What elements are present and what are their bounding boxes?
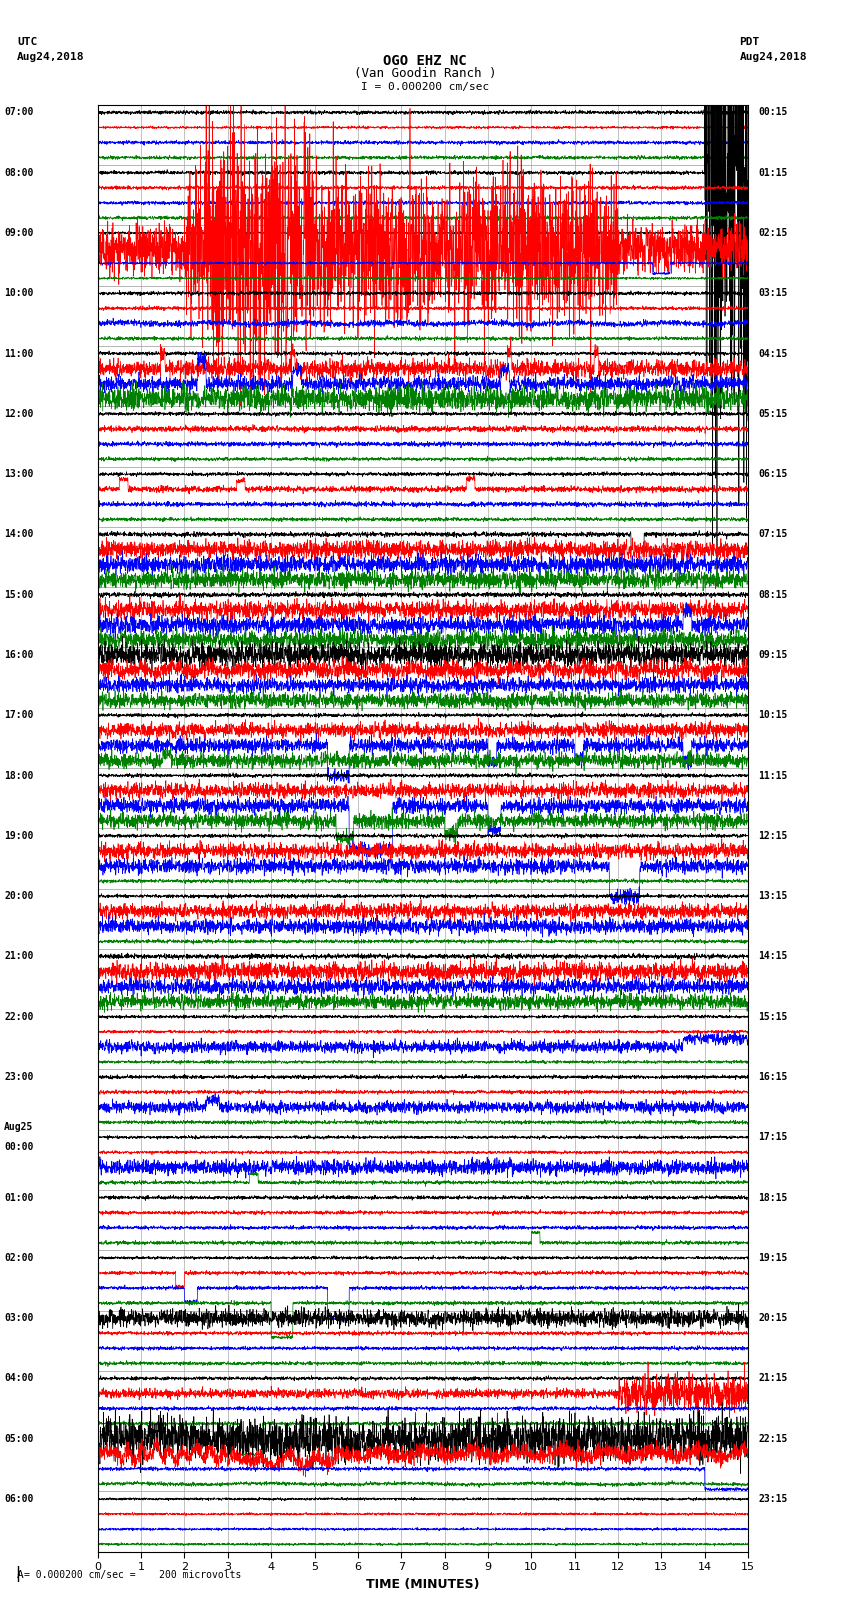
Text: 20:15: 20:15: [758, 1313, 788, 1323]
Text: 00:15: 00:15: [758, 108, 788, 118]
Text: 12:00: 12:00: [4, 408, 34, 419]
Text: PDT: PDT: [740, 37, 760, 47]
Text: A: A: [17, 1569, 24, 1579]
Text: 23:00: 23:00: [4, 1073, 34, 1082]
Text: Aug25: Aug25: [4, 1123, 34, 1132]
Text: 18:15: 18:15: [758, 1192, 788, 1203]
Text: 06:15: 06:15: [758, 469, 788, 479]
Text: 20:00: 20:00: [4, 890, 34, 902]
Text: 14:00: 14:00: [4, 529, 34, 539]
Text: 01:15: 01:15: [758, 168, 788, 177]
Text: Aug24,2018: Aug24,2018: [17, 52, 84, 61]
Text: 18:00: 18:00: [4, 771, 34, 781]
Text: 08:15: 08:15: [758, 590, 788, 600]
Text: 12:15: 12:15: [758, 831, 788, 840]
Text: 04:00: 04:00: [4, 1373, 34, 1384]
Text: 14:15: 14:15: [758, 952, 788, 961]
Text: Aug24,2018: Aug24,2018: [740, 52, 807, 61]
Text: 17:15: 17:15: [758, 1132, 788, 1142]
Text: 13:15: 13:15: [758, 890, 788, 902]
Text: 00:00: 00:00: [4, 1142, 34, 1152]
Text: 04:15: 04:15: [758, 348, 788, 358]
Text: 09:00: 09:00: [4, 227, 34, 239]
Text: 22:00: 22:00: [4, 1011, 34, 1021]
Text: 17:00: 17:00: [4, 710, 34, 721]
Text: 03:15: 03:15: [758, 289, 788, 298]
Text: 05:00: 05:00: [4, 1434, 34, 1444]
Text: 01:00: 01:00: [4, 1192, 34, 1203]
Text: 07:15: 07:15: [758, 529, 788, 539]
Text: 02:00: 02:00: [4, 1253, 34, 1263]
Text: 07:00: 07:00: [4, 108, 34, 118]
X-axis label: TIME (MINUTES): TIME (MINUTES): [366, 1578, 479, 1590]
Text: = 0.000200 cm/sec =    200 microvolts: = 0.000200 cm/sec = 200 microvolts: [24, 1569, 241, 1579]
Text: UTC: UTC: [17, 37, 37, 47]
Text: I = 0.000200 cm/sec: I = 0.000200 cm/sec: [361, 82, 489, 92]
Text: 09:15: 09:15: [758, 650, 788, 660]
Text: 22:15: 22:15: [758, 1434, 788, 1444]
Text: 10:00: 10:00: [4, 289, 34, 298]
Text: 21:15: 21:15: [758, 1373, 788, 1384]
Text: 10:15: 10:15: [758, 710, 788, 721]
Text: (Van Goodin Ranch ): (Van Goodin Ranch ): [354, 68, 496, 81]
Text: 08:00: 08:00: [4, 168, 34, 177]
Text: 11:15: 11:15: [758, 771, 788, 781]
Text: 15:00: 15:00: [4, 590, 34, 600]
Text: 16:00: 16:00: [4, 650, 34, 660]
Text: 13:00: 13:00: [4, 469, 34, 479]
Text: 03:00: 03:00: [4, 1313, 34, 1323]
Text: 06:00: 06:00: [4, 1494, 34, 1503]
Text: 15:15: 15:15: [758, 1011, 788, 1021]
Text: 02:15: 02:15: [758, 227, 788, 239]
Text: 23:15: 23:15: [758, 1494, 788, 1503]
Text: 19:00: 19:00: [4, 831, 34, 840]
Text: OGO EHZ NC: OGO EHZ NC: [383, 53, 467, 68]
Text: 19:15: 19:15: [758, 1253, 788, 1263]
Text: 21:00: 21:00: [4, 952, 34, 961]
Text: 11:00: 11:00: [4, 348, 34, 358]
Text: 16:15: 16:15: [758, 1073, 788, 1082]
Text: 05:15: 05:15: [758, 408, 788, 419]
